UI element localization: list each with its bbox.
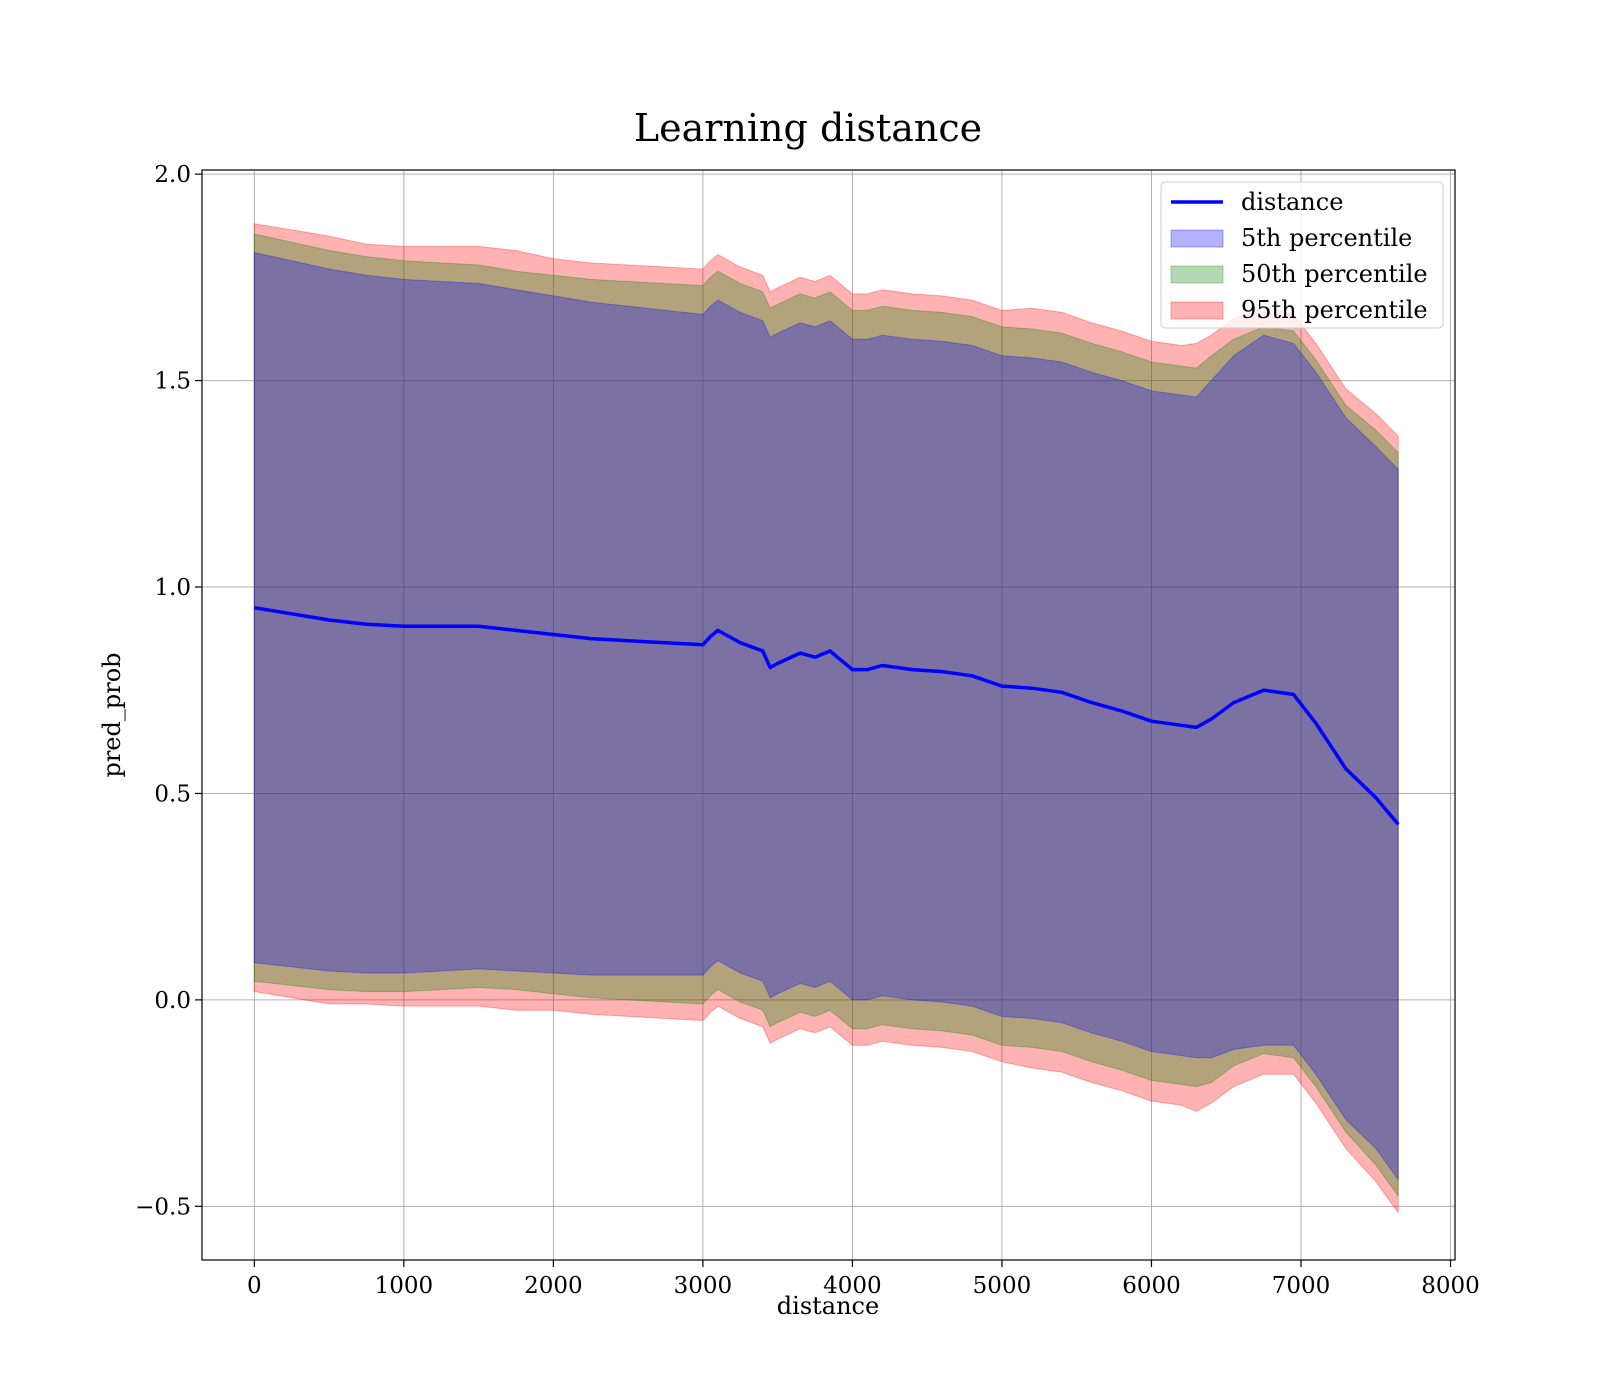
x-tick-label: 6000 — [1122, 1273, 1181, 1299]
legend-box — [1160, 181, 1444, 329]
y-tick-label: 0.5 — [154, 781, 191, 807]
y-tick-label: 2.0 — [154, 162, 191, 188]
grid — [202, 170, 1455, 1260]
percentile-bands — [253, 223, 1399, 1215]
x-tick-label: 5000 — [973, 1273, 1032, 1299]
y-axis-ticks: −0.5 0.0 0.5 1.0 1.5 2.0 — [135, 162, 202, 1220]
x-axis-label: distance — [777, 1292, 879, 1320]
distance-line — [254, 605, 1400, 826]
legend-label: distance — [1241, 188, 1343, 216]
legend-patch-swatch — [1170, 229, 1224, 248]
band-50th — [253, 233, 1399, 1198]
x-tick-label: 4000 — [823, 1273, 882, 1299]
legend-label: 5th percentile — [1241, 224, 1412, 252]
y-tick-label: 1.5 — [154, 369, 191, 395]
x-tick-label: 0 — [247, 1273, 262, 1299]
legend-label: 50th percentile — [1241, 260, 1428, 288]
band-95th — [253, 223, 1399, 1215]
x-tick-label: 7000 — [1272, 1273, 1331, 1299]
plot-frame — [201, 169, 1456, 1261]
x-axis-ticks: 0 1000 2000 3000 4000 5000 6000 7000 8000 — [247, 1260, 1480, 1299]
x-tick-label: 2000 — [524, 1273, 583, 1299]
x-tick-label: 1000 — [375, 1273, 434, 1299]
legend-patch-swatch — [1170, 265, 1224, 284]
y-tick-label: −0.5 — [135, 1194, 191, 1220]
band-5th — [253, 251, 1399, 1182]
x-tick-label: 3000 — [674, 1273, 733, 1299]
y-axis-label: pred_prob — [98, 652, 126, 777]
legend-patch-swatch — [1170, 301, 1224, 320]
series — [254, 605, 1400, 826]
y-tick-label: 0.0 — [154, 988, 191, 1014]
chart-title: Learning distance — [634, 106, 982, 150]
legend-label: 95th percentile — [1241, 296, 1428, 324]
legend: distance 5th percentile 50th percentile 95t… — [1160, 181, 1444, 329]
y-tick-label: 1.0 — [154, 575, 191, 601]
x-tick-label: 8000 — [1421, 1273, 1480, 1299]
